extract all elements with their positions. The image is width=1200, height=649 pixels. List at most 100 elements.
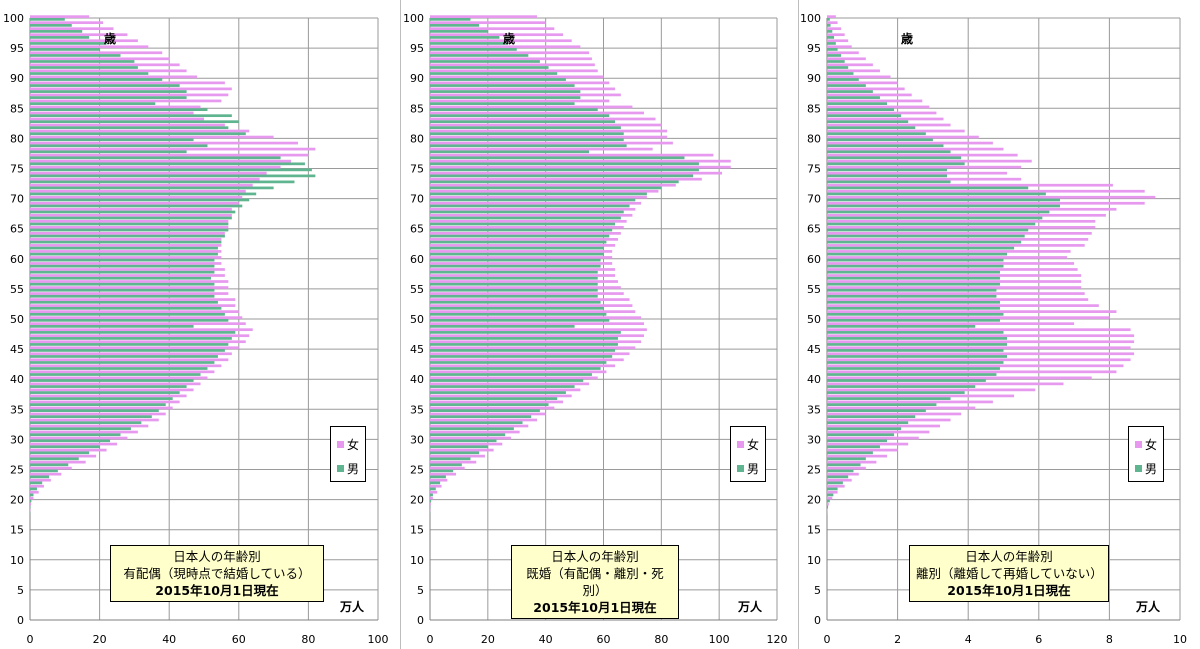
female-bar (30, 207, 232, 211)
female-bar (30, 430, 138, 434)
male-bar (430, 90, 581, 93)
female-bar (430, 105, 633, 109)
female-bar (827, 394, 1015, 398)
male-bar (827, 487, 838, 491)
male-bar (827, 60, 845, 63)
female-bar (827, 51, 859, 55)
female-bar (827, 81, 898, 85)
male-bar (30, 361, 215, 364)
female-bar (430, 340, 642, 344)
x-tick-label: 2 (894, 633, 901, 646)
male-bar (430, 168, 699, 172)
female-bar (430, 238, 618, 241)
x-tick-label: 120 (767, 633, 788, 646)
female-bar (430, 111, 644, 115)
female-bar (430, 430, 520, 434)
female-bar (30, 340, 246, 344)
male-bar (30, 493, 34, 497)
female-bar (30, 424, 149, 428)
female-bar (430, 442, 503, 446)
female-bar (827, 316, 1110, 319)
male-bar (30, 240, 222, 244)
male-bar (30, 24, 72, 27)
male-bar (827, 222, 1036, 226)
male-bar (30, 421, 142, 425)
female-bar (430, 496, 433, 500)
female-bar (430, 183, 676, 187)
female-bar (30, 298, 236, 301)
y-tick-label: 90 (410, 72, 424, 85)
male-bar (827, 469, 854, 473)
male-bar (827, 294, 997, 298)
female-bar (827, 87, 905, 91)
y-tick-label: 35 (807, 403, 821, 416)
female-bar (430, 412, 546, 416)
female-bar (430, 99, 610, 103)
female-bar (430, 322, 644, 326)
y-tick-label: 15 (10, 524, 24, 537)
female-bar (30, 238, 222, 241)
male-bar (30, 54, 121, 57)
male-bar (430, 258, 601, 262)
female-bar (827, 141, 993, 145)
y-tick-label: 40 (410, 373, 424, 386)
y-tick-label: 25 (807, 464, 821, 477)
female-bar (430, 346, 636, 350)
male-bar (430, 439, 497, 443)
female-bar (30, 195, 243, 199)
chart-2-legend-male: 男 (737, 460, 759, 477)
male-bar (827, 415, 916, 419)
female-bar (827, 63, 873, 67)
female-bar (827, 21, 838, 25)
x-tick-label: 0 (427, 633, 434, 646)
female-bar (30, 496, 34, 500)
y-tick-label: 70 (807, 193, 821, 206)
female-bar (827, 15, 836, 18)
male-bar (827, 240, 1022, 244)
female-bar (827, 129, 965, 133)
male-bar (430, 343, 618, 346)
male-bar (827, 18, 830, 21)
female-bar (430, 352, 630, 356)
male-bar (30, 415, 152, 419)
male-bar (430, 397, 558, 400)
female-bar (827, 159, 1032, 163)
female-bar (30, 382, 201, 386)
female-bar (827, 376, 1092, 380)
y-tick-label: 90 (10, 72, 24, 85)
male-bar (30, 72, 149, 75)
male-bar (30, 204, 243, 208)
female-bar (30, 111, 194, 115)
female-bar (827, 123, 951, 127)
male-bar (30, 469, 58, 473)
male-bar (827, 427, 902, 431)
male-bar (430, 337, 618, 340)
male-bar (430, 24, 480, 27)
male-bar (430, 409, 540, 413)
chart-2-title: 日本人の年齢別 既婚（有配偶・離別・死別） 2015年10月1日現在 (511, 545, 679, 619)
male-bar (827, 355, 1008, 358)
male-bar (30, 162, 305, 166)
female-bar (430, 364, 616, 368)
male-bar (430, 162, 699, 166)
female-bar (30, 213, 232, 217)
male-bar (430, 427, 514, 431)
female-bar (430, 135, 668, 139)
female-bar (430, 75, 604, 79)
female-bar (827, 177, 1022, 181)
male-bar (30, 48, 100, 51)
female-swatch-icon (337, 441, 344, 448)
chart-3-age-unit: 歳 (901, 32, 914, 46)
male-bar (30, 60, 135, 63)
male-bar (827, 192, 1046, 196)
y-tick-label: 15 (410, 524, 424, 537)
female-bar (30, 268, 225, 271)
male-bar (827, 162, 965, 166)
y-tick-label: 100 (800, 12, 821, 25)
male-bar (827, 204, 1060, 208)
male-bar (827, 270, 1000, 274)
male-bar (430, 499, 432, 503)
female-bar (827, 93, 912, 97)
male-bar (827, 385, 976, 388)
female-bar (430, 63, 595, 67)
